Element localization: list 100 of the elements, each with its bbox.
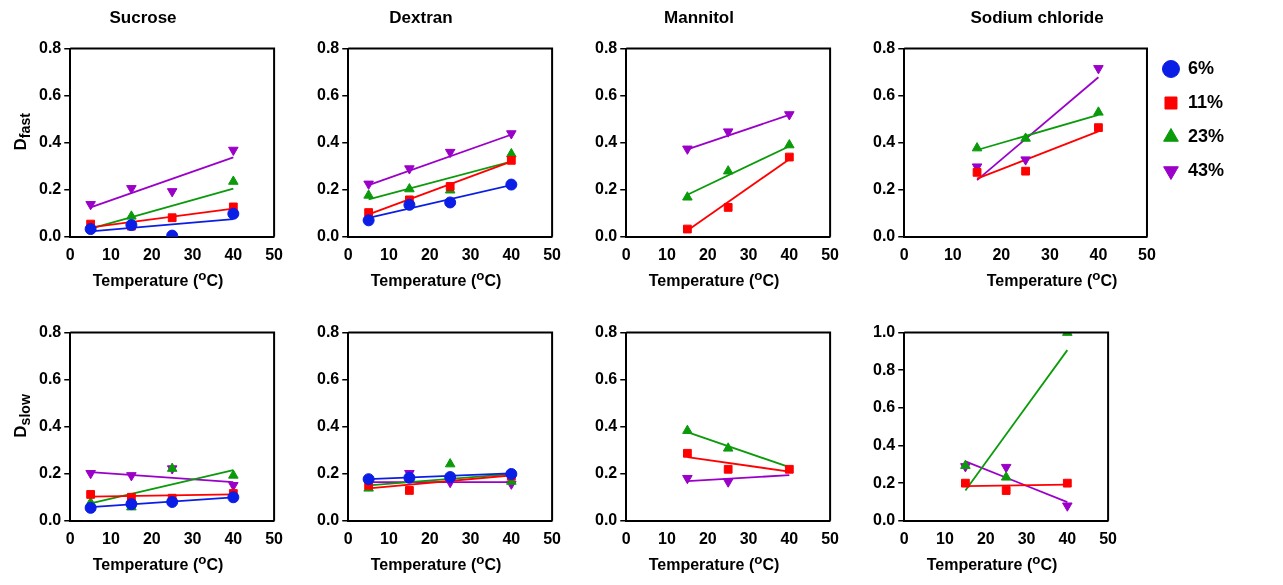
x-tick-label: 0 bbox=[65, 245, 75, 263]
y-tick-label: 0.6 bbox=[38, 370, 62, 388]
x-tick-label: 10 bbox=[380, 529, 399, 547]
y-tick-label: 0.0 bbox=[38, 511, 62, 529]
x-tick-label: 50 bbox=[821, 245, 840, 263]
x-tick-label: 50 bbox=[265, 245, 284, 263]
x-axis-title: Temperature ($^{o}$C) bbox=[647, 268, 781, 292]
y-tick-label: 0.8 bbox=[38, 323, 62, 341]
chart-title: Mannitol bbox=[663, 8, 735, 29]
y-tick-label: 0.0 bbox=[872, 227, 896, 245]
y-tick-label: 0.0 bbox=[594, 511, 618, 529]
y-tick-label: 0.6 bbox=[872, 398, 896, 416]
x-tick-label: 0 bbox=[621, 245, 631, 263]
y-tick-label: 0.4 bbox=[872, 133, 896, 151]
y-tick-label: 0.2 bbox=[38, 180, 62, 198]
x-tick-label: 30 bbox=[739, 529, 758, 547]
y-tick-label: 0.2 bbox=[872, 180, 896, 198]
x-tick-label: 50 bbox=[543, 529, 562, 547]
x-tick-label: 40 bbox=[780, 245, 799, 263]
x-tick-label: 30 bbox=[461, 529, 480, 547]
x-tick-label: 30 bbox=[183, 529, 202, 547]
y-tick-label: 0.8 bbox=[316, 323, 340, 341]
x-axis-title: Temperature ($^{o}$C) bbox=[369, 552, 503, 576]
x-tick-label: 20 bbox=[698, 529, 717, 547]
x-tick-label: 10 bbox=[380, 245, 399, 263]
x-tick-label: 20 bbox=[992, 245, 1011, 263]
x-tick-label: 20 bbox=[420, 245, 439, 263]
x-tick-label: 40 bbox=[1058, 529, 1077, 547]
y-tick-label: 0.4 bbox=[316, 133, 340, 151]
x-tick-label: 20 bbox=[420, 529, 439, 547]
y-tick-label: 0.6 bbox=[38, 86, 62, 104]
y-tick-label: 0.8 bbox=[316, 39, 340, 57]
y-tick-label: 0.6 bbox=[594, 370, 618, 388]
y-tick-label: 0.4 bbox=[38, 133, 62, 151]
y-tick-label: 0.2 bbox=[594, 180, 618, 198]
x-tick-label: 30 bbox=[1017, 529, 1036, 547]
y-tick-label: 0.8 bbox=[594, 39, 618, 57]
x-tick-label: 40 bbox=[224, 529, 243, 547]
chart-title: Dextran bbox=[388, 8, 454, 29]
y-tick-label: 0.2 bbox=[594, 464, 618, 482]
x-tick-label: 10 bbox=[658, 529, 677, 547]
x-tick-label: 50 bbox=[1138, 245, 1156, 263]
chart-title: Sodium chloride bbox=[969, 8, 1105, 29]
x-axis-title: Temperature ($^{o}$C) bbox=[985, 268, 1119, 292]
x-tick-label: 20 bbox=[698, 245, 717, 263]
x-tick-label: 40 bbox=[224, 245, 243, 263]
x-tick-label: 40 bbox=[1089, 245, 1108, 263]
y-tick-label: 0.8 bbox=[872, 360, 896, 378]
y-tick-label: 0.0 bbox=[594, 227, 618, 245]
y-tick-label: 0.4 bbox=[316, 417, 340, 435]
y-tick-label: 0.8 bbox=[38, 39, 62, 57]
x-tick-label: 40 bbox=[780, 529, 799, 547]
x-axis-title: Temperature ($^{o}$C) bbox=[91, 552, 225, 576]
y-tick-label: 0.4 bbox=[594, 133, 618, 151]
legend-label: 43% bbox=[1187, 159, 1224, 180]
x-axis-title: Temperature ($^{o}$C) bbox=[91, 268, 225, 292]
y-tick-label: 0.8 bbox=[594, 323, 618, 341]
x-tick-label: 10 bbox=[102, 245, 121, 263]
x-tick-label: 10 bbox=[658, 245, 677, 263]
y-tick-label: 0.0 bbox=[316, 511, 340, 529]
x-tick-label: 30 bbox=[183, 245, 202, 263]
x-tick-label: 30 bbox=[461, 245, 480, 263]
y-tick-label: 0.6 bbox=[316, 370, 340, 388]
y-tick-label: 0.4 bbox=[872, 435, 896, 453]
x-axis-title: Temperature ($^{o}$C) bbox=[369, 268, 503, 292]
x-tick-label: 10 bbox=[102, 529, 121, 547]
y-tick-label: 0.0 bbox=[316, 227, 340, 245]
x-tick-label: 20 bbox=[142, 529, 161, 547]
x-tick-label: 0 bbox=[899, 245, 909, 263]
y-tick-label: 0.8 bbox=[872, 39, 896, 57]
legend-label: 11% bbox=[1187, 91, 1224, 112]
x-tick-label: 50 bbox=[1099, 529, 1118, 547]
x-tick-label: 30 bbox=[739, 245, 758, 263]
x-tick-label: 0 bbox=[899, 529, 909, 547]
x-tick-label: 10 bbox=[943, 245, 962, 263]
chart-title: Sucrose bbox=[108, 8, 178, 29]
x-tick-label: 0 bbox=[343, 245, 353, 263]
x-tick-label: 0 bbox=[621, 529, 631, 547]
x-tick-label: 30 bbox=[1040, 245, 1059, 263]
y-tick-label: 0.2 bbox=[38, 464, 62, 482]
legend-label: 6% bbox=[1187, 57, 1214, 78]
legend-label: 23% bbox=[1187, 125, 1224, 146]
x-tick-label: 0 bbox=[65, 529, 75, 547]
y-tick-label: 1.0 bbox=[872, 323, 896, 341]
y-tick-label: 0.4 bbox=[594, 417, 618, 435]
y-tick-label: 0.6 bbox=[316, 86, 340, 104]
x-tick-label: 0 bbox=[343, 529, 353, 547]
x-tick-label: 10 bbox=[936, 529, 955, 547]
x-tick-label: 50 bbox=[821, 529, 840, 547]
x-tick-label: 40 bbox=[502, 529, 521, 547]
x-tick-label: 20 bbox=[142, 245, 161, 263]
x-tick-label: 50 bbox=[265, 529, 284, 547]
x-tick-label: 40 bbox=[502, 245, 521, 263]
y-tick-label: 0.0 bbox=[872, 511, 896, 529]
y-tick-label: 0.2 bbox=[872, 473, 896, 491]
x-axis-title: Temperature ($^{o}$C) bbox=[647, 552, 781, 576]
x-tick-label: 50 bbox=[543, 245, 562, 263]
y-tick-label: 0.4 bbox=[38, 417, 62, 435]
y-tick-label: 0.2 bbox=[316, 180, 340, 198]
y-tick-label: 0.6 bbox=[594, 86, 618, 104]
